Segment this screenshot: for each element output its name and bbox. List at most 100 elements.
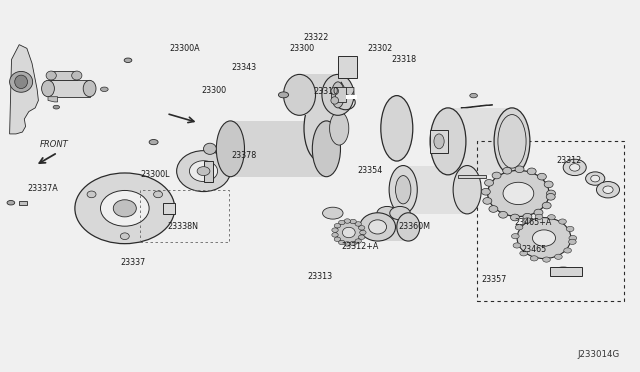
Polygon shape — [48, 97, 58, 102]
Polygon shape — [430, 130, 448, 153]
Ellipse shape — [489, 206, 498, 212]
Ellipse shape — [527, 168, 536, 175]
Ellipse shape — [517, 218, 571, 259]
Ellipse shape — [355, 222, 362, 226]
Ellipse shape — [381, 96, 413, 161]
Text: 23300A: 23300A — [169, 44, 200, 53]
Ellipse shape — [503, 167, 512, 174]
Ellipse shape — [177, 151, 230, 192]
Ellipse shape — [532, 230, 556, 246]
Ellipse shape — [515, 225, 523, 230]
Text: 23378: 23378 — [232, 151, 257, 160]
Ellipse shape — [494, 108, 530, 175]
Ellipse shape — [511, 214, 520, 221]
Text: 23300: 23300 — [201, 86, 226, 94]
Ellipse shape — [553, 267, 573, 276]
Bar — [300, 74, 338, 115]
Ellipse shape — [204, 143, 216, 154]
Bar — [550, 267, 582, 276]
Text: J233014G: J233014G — [577, 350, 620, 359]
Bar — [230, 121, 326, 177]
Ellipse shape — [492, 172, 501, 179]
Ellipse shape — [520, 251, 527, 256]
Ellipse shape — [559, 219, 566, 224]
Text: 23465: 23465 — [521, 246, 546, 254]
Ellipse shape — [484, 180, 493, 186]
Bar — [387, 209, 400, 218]
Ellipse shape — [544, 181, 553, 188]
Ellipse shape — [15, 75, 28, 89]
Bar — [320, 96, 397, 161]
Polygon shape — [448, 108, 512, 175]
Bar — [204, 161, 213, 182]
Ellipse shape — [113, 200, 136, 217]
Bar — [338, 56, 357, 78]
Ellipse shape — [603, 186, 613, 193]
Ellipse shape — [543, 257, 550, 262]
Ellipse shape — [189, 161, 218, 182]
Text: 23322: 23322 — [303, 33, 329, 42]
Ellipse shape — [566, 226, 574, 231]
Ellipse shape — [46, 71, 56, 80]
Ellipse shape — [100, 87, 108, 92]
Ellipse shape — [339, 220, 345, 225]
Ellipse shape — [369, 220, 387, 234]
Ellipse shape — [154, 191, 163, 198]
Ellipse shape — [488, 170, 549, 217]
Text: 23300: 23300 — [289, 44, 314, 53]
Ellipse shape — [390, 206, 410, 220]
Ellipse shape — [342, 227, 355, 238]
Bar — [378, 213, 408, 241]
Ellipse shape — [7, 201, 15, 205]
Ellipse shape — [323, 207, 343, 219]
Ellipse shape — [332, 232, 338, 237]
Ellipse shape — [568, 239, 576, 244]
Ellipse shape — [535, 214, 543, 219]
Text: 23310: 23310 — [313, 87, 338, 96]
Bar — [19, 201, 27, 205]
Ellipse shape — [534, 209, 543, 216]
Ellipse shape — [596, 182, 620, 198]
Ellipse shape — [434, 134, 444, 149]
Ellipse shape — [569, 235, 577, 241]
Ellipse shape — [358, 225, 365, 230]
Ellipse shape — [197, 167, 210, 176]
Ellipse shape — [322, 74, 354, 115]
Ellipse shape — [547, 193, 556, 200]
Ellipse shape — [564, 248, 572, 253]
Ellipse shape — [483, 198, 492, 204]
Ellipse shape — [499, 211, 508, 218]
Text: 23302: 23302 — [367, 44, 392, 53]
Ellipse shape — [331, 87, 339, 95]
Bar — [48, 80, 90, 97]
Text: 23354: 23354 — [357, 166, 382, 175]
Ellipse shape — [531, 256, 538, 261]
Ellipse shape — [586, 172, 605, 185]
Ellipse shape — [524, 218, 531, 223]
Ellipse shape — [554, 254, 563, 259]
Text: 23312: 23312 — [556, 156, 581, 165]
Ellipse shape — [100, 190, 149, 226]
Bar — [403, 166, 467, 214]
Ellipse shape — [511, 234, 519, 239]
Ellipse shape — [360, 213, 396, 241]
Ellipse shape — [547, 190, 556, 197]
Ellipse shape — [350, 241, 356, 246]
Ellipse shape — [570, 164, 580, 171]
Text: 23357: 23357 — [481, 275, 507, 284]
Ellipse shape — [513, 243, 521, 248]
Ellipse shape — [304, 96, 336, 161]
Polygon shape — [458, 175, 486, 178]
Ellipse shape — [334, 237, 340, 241]
Bar — [8, 11, 132, 149]
Ellipse shape — [358, 235, 365, 240]
Ellipse shape — [53, 105, 60, 109]
Ellipse shape — [72, 71, 82, 80]
Bar — [346, 95, 357, 99]
Text: 23312+A: 23312+A — [342, 242, 379, 251]
Text: 23465+A: 23465+A — [514, 218, 551, 227]
Text: FRONT: FRONT — [40, 140, 68, 149]
Ellipse shape — [350, 219, 356, 224]
Ellipse shape — [331, 97, 339, 104]
Text: 23360M: 23360M — [398, 222, 430, 231]
